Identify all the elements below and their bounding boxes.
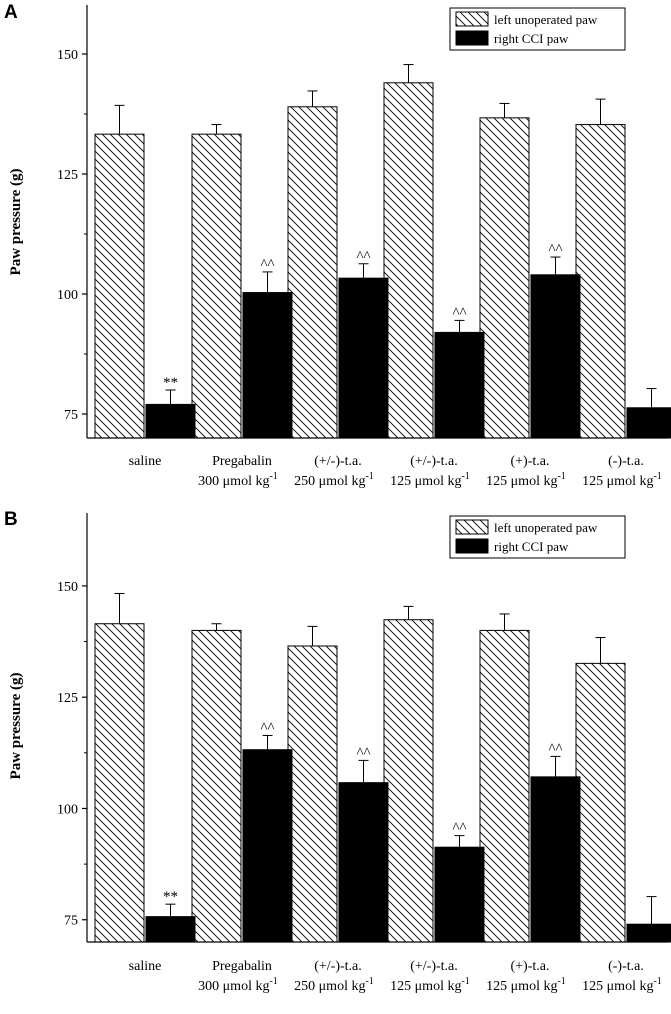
y-tick-label: 100 <box>57 288 78 303</box>
significance-label: ^^ <box>260 257 274 273</box>
significance-label: ^^ <box>548 741 562 757</box>
y-tick-label: 150 <box>57 48 78 63</box>
y-tick-label: 75 <box>64 914 78 929</box>
legend-swatch-left-unoperated-paw <box>455 519 489 535</box>
significance-label: ^^ <box>260 720 274 736</box>
significance-label: ^^ <box>452 821 466 837</box>
bar-right-cci-paw <box>145 403 196 439</box>
x-tick-label: saline <box>129 454 162 469</box>
x-tick-label-superscript: -1 <box>557 471 565 482</box>
legend-label: left unoperated paw <box>494 12 598 27</box>
bar-left-unoperated-paw <box>94 133 145 439</box>
bar-left-unoperated-paw <box>575 124 626 439</box>
bar-left-unoperated-paw <box>383 82 434 439</box>
x-tick-label: saline <box>129 959 162 974</box>
x-tick-label-superscript: -1 <box>365 471 373 482</box>
x-tick-label: (+/-)-t.a. <box>410 454 458 469</box>
bar-left-unoperated-paw <box>191 629 242 943</box>
bar-left-unoperated-paw <box>191 133 242 439</box>
significance-label: ^^ <box>452 305 466 321</box>
y-tick-label: 75 <box>64 408 78 423</box>
bar-right-cci-paw <box>434 331 485 439</box>
x-tick-label-superscript: -1 <box>269 976 277 987</box>
panel-letter-a: A <box>4 2 18 23</box>
bar-left-unoperated-paw <box>287 106 338 439</box>
x-tick-label-dose: 125 μmol kg-1 <box>486 471 566 489</box>
legend-label: left unoperated paw <box>494 520 598 535</box>
chart-panel-b: B 75 100 125 150 Paw pressure (g) ** ^^ ^^ ^^ ^^ s… <box>4 509 671 994</box>
bar-right-cci-paw <box>338 782 389 943</box>
x-tick-label: (+/-)-t.a. <box>410 959 458 974</box>
y-tick-label: 150 <box>57 580 78 595</box>
legend-label: right CCI paw <box>494 539 569 554</box>
bar-right-cci-paw <box>530 776 581 943</box>
x-tick-label-dose: 125 μmol kg-1 <box>582 976 662 994</box>
x-tick-label: (+)-t.a. <box>511 959 550 974</box>
x-tick-label-dose: 300 μmol kg-1 <box>198 976 278 994</box>
x-tick-label-dose: 125 μmol kg-1 <box>486 976 566 994</box>
bar-left-unoperated-paw <box>575 662 626 943</box>
bar-right-cci-paw <box>242 749 293 943</box>
bar-right-cci-paw <box>434 846 485 943</box>
x-tick-label-superscript: -1 <box>557 976 565 987</box>
bar-left-unoperated-paw <box>479 117 530 439</box>
y-tick-label: 125 <box>57 691 78 706</box>
bar-right-cci-paw <box>145 916 196 943</box>
x-tick-label: (-)-t.a. <box>608 454 644 469</box>
significance-label: ^^ <box>548 242 562 258</box>
x-tick-label-dose: 125 μmol kg-1 <box>390 471 470 489</box>
x-tick-label-dose: 125 μmol kg-1 <box>390 976 470 994</box>
panel-letter-b: B <box>4 509 18 530</box>
x-tick-label-superscript: -1 <box>461 976 469 987</box>
bar-right-cci-paw <box>338 277 389 439</box>
chart-panel-a: A 75 100 125 150 Paw pressure (g) ** ^^ ^^ ^^ ^^ s… <box>4 2 671 489</box>
significance-label: ** <box>163 889 178 905</box>
significance-label: ** <box>163 375 178 391</box>
x-tick-label: (-)-t.a. <box>608 959 644 974</box>
x-tick-label-dose: 250 μmol kg-1 <box>294 976 374 994</box>
x-tick-label-superscript: -1 <box>653 471 661 482</box>
bar-right-cci-paw <box>626 923 671 943</box>
x-tick-label-dose: 250 μmol kg-1 <box>294 471 374 489</box>
y-axis-label: Paw pressure (g) <box>8 169 24 276</box>
bar-right-cci-paw <box>242 292 293 439</box>
x-tick-label: (+/-)-t.a. <box>314 959 362 974</box>
bar-left-unoperated-paw <box>94 623 145 943</box>
legend-label: right CCI paw <box>494 31 569 46</box>
legend-swatch-right-cci-paw <box>455 538 489 554</box>
legend-swatch-right-cci-paw <box>455 30 489 46</box>
bar-left-unoperated-paw <box>287 645 338 943</box>
significance-label: ^^ <box>356 249 370 265</box>
legend-swatch-left-unoperated-paw <box>455 11 489 27</box>
bar-right-cci-paw <box>626 407 671 439</box>
bar-right-cci-paw <box>530 274 581 439</box>
x-tick-label: Pregabalin <box>212 959 272 974</box>
bar-left-unoperated-paw <box>479 629 530 943</box>
x-tick-label-superscript: -1 <box>365 976 373 987</box>
x-tick-label-dose: 300 μmol kg-1 <box>198 471 278 489</box>
x-tick-label-superscript: -1 <box>461 471 469 482</box>
x-tick-label-superscript: -1 <box>653 976 661 987</box>
x-tick-label-superscript: -1 <box>269 471 277 482</box>
x-tick-label: (+/-)-t.a. <box>314 454 362 469</box>
x-tick-label-dose: 125 μmol kg-1 <box>582 471 662 489</box>
y-tick-label: 100 <box>57 802 78 817</box>
bar-left-unoperated-paw <box>383 619 434 943</box>
y-axis-label: Paw pressure (g) <box>8 673 24 780</box>
y-tick-label: 125 <box>57 168 78 183</box>
significance-label: ^^ <box>356 745 370 761</box>
x-tick-label: (+)-t.a. <box>511 454 550 469</box>
x-tick-label: Pregabalin <box>212 454 272 469</box>
